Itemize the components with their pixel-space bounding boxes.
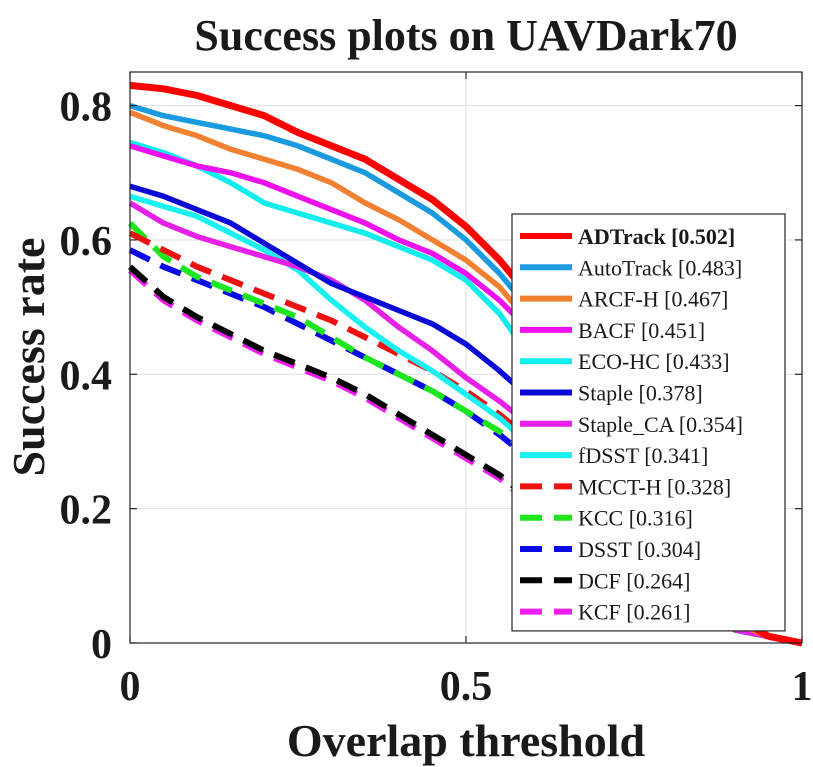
y-tick-label: 0.4 — [60, 353, 113, 399]
x-tick-label: 0 — [120, 664, 141, 710]
legend-label: KCC [0.316] — [578, 506, 693, 531]
x-tick-label: 0.5 — [440, 664, 493, 710]
legend-label: ARCF-H [0.467] — [578, 287, 728, 312]
legend-label: AutoTrack [0.483] — [578, 255, 742, 280]
legend-label: fDSST [0.341] — [578, 443, 708, 468]
legend-label: BACF [0.451] — [578, 318, 705, 343]
y-tick-label: 0.8 — [60, 85, 113, 131]
legend-label: Staple [0.378] — [578, 381, 703, 406]
legend-label: DCF [0.264] — [578, 568, 690, 593]
x-tick-label: 1 — [792, 664, 813, 710]
legend-label: DSST [0.304] — [578, 537, 701, 562]
chart-title: Success plots on UAVDark70 — [194, 11, 737, 60]
legend-label: ECO-HC [0.433] — [578, 349, 730, 374]
series-line-mcct-h — [128, 230, 803, 646]
legend-label: KCF [0.261] — [578, 600, 690, 625]
legend-label: ADTrack [0.502] — [578, 224, 735, 249]
x-axis-label: Overlap threshold — [287, 715, 646, 766]
y-tick-label: 0.2 — [60, 488, 113, 534]
axis-ticks: 0 0.5 1 0 0.2 0.4 0.6 0.8 — [60, 72, 813, 710]
y-tick-label: 0.6 — [60, 219, 113, 265]
legend-label: Staple_CA [0.354] — [578, 412, 743, 437]
y-tick-label: 0 — [91, 622, 112, 668]
y-axis-label: Success rate — [3, 238, 54, 477]
legend: ADTrack [0.502] AutoTrack [0.483] ARCF-H [… — [511, 213, 786, 632]
legend-label: MCCT-H [0.328] — [578, 474, 731, 499]
series-line-dsst — [128, 247, 803, 646]
